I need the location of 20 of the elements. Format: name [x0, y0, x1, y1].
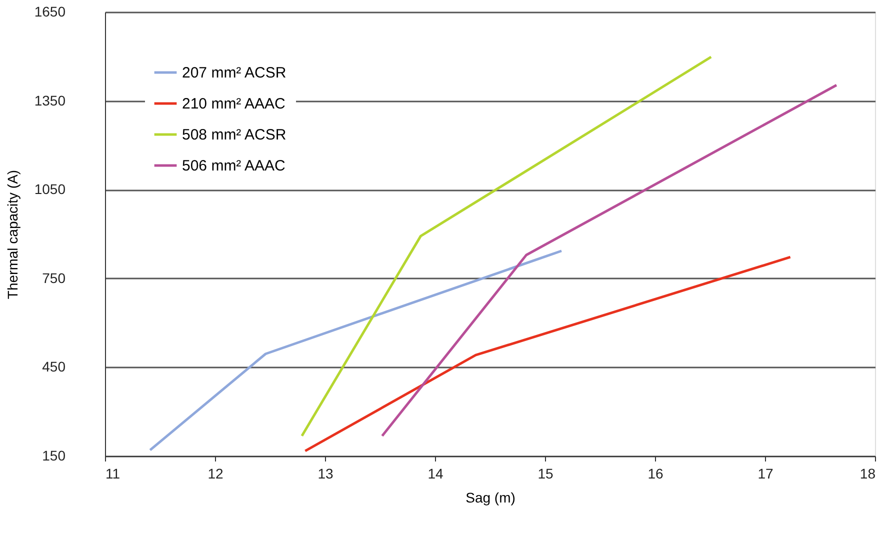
x-tick-label: 11 [106, 466, 120, 482]
x-tick-label: 16 [648, 466, 664, 482]
x-tick-label: 15 [538, 466, 554, 482]
y-tick-label: 750 [42, 270, 66, 286]
legend-label: 508 mm² ACSR [182, 126, 286, 144]
x-tick-label: 12 [208, 466, 224, 482]
y-tick-label: 1650 [34, 4, 66, 20]
y-tick-label: 1350 [34, 92, 66, 108]
legend-label: 506 mm² AAAC [182, 158, 286, 174]
legend-label: 210 mm² AAAC [182, 96, 286, 112]
y-tick-label: 150 [42, 448, 66, 464]
x-tick-label: 14 [428, 466, 444, 482]
legend-label: 207 mm² ACSR [182, 64, 286, 82]
y-tick-label: 450 [42, 358, 66, 375]
x-axis-title: Sag (m) [466, 490, 516, 506]
y-tick-label: 1050 [34, 181, 66, 198]
x-tick-label: 17 [758, 466, 774, 482]
x-tick-label: 18 [860, 466, 876, 482]
x-tick-label: 13 [318, 466, 334, 482]
y-axis-title: Thermal capacity (A) [4, 170, 20, 300]
